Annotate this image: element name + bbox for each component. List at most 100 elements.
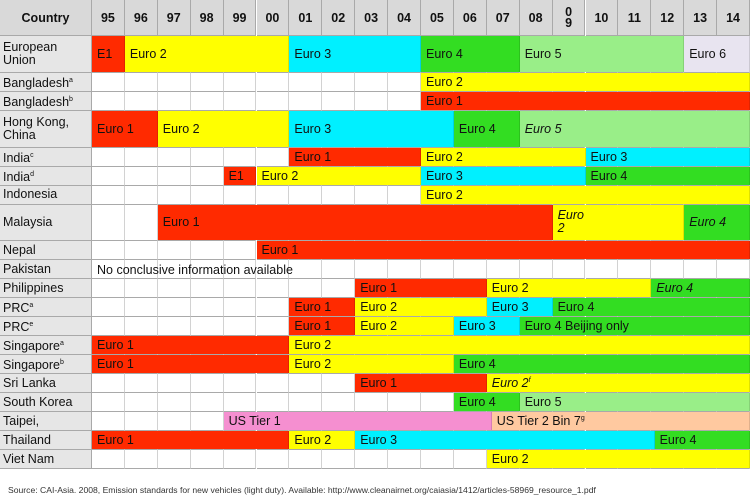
standard-bar: Euro 2	[289, 431, 356, 450]
grid-cell	[190, 412, 224, 432]
standard-bar: Euro 2	[289, 336, 750, 355]
grid-cell	[355, 393, 389, 413]
grid-cell	[190, 374, 224, 394]
grid-cell	[92, 147, 125, 167]
grid-cell	[157, 279, 191, 299]
standard-bar: Euro 2	[421, 185, 750, 204]
grid-cell	[388, 393, 421, 413]
header-year: 13	[684, 0, 718, 36]
country-label: Philippines	[0, 279, 92, 299]
grid-cell	[388, 72, 421, 92]
standard-bar: Euro 1	[421, 91, 750, 110]
standard-bar: Euro 2	[552, 204, 685, 241]
grid-cell	[256, 298, 290, 318]
grid-cell	[124, 317, 158, 337]
standard-bar: Euro 3	[355, 431, 655, 450]
country-label: Pakistan	[0, 260, 92, 280]
standard-bar: Euro 3	[453, 317, 520, 336]
grid-cell	[256, 317, 290, 337]
grid-cell	[157, 374, 191, 394]
country-label: Thailand	[0, 431, 92, 451]
grid-cell	[289, 72, 323, 92]
country-label: South Korea	[0, 393, 92, 413]
grid-cell	[289, 374, 323, 394]
grid-cell	[223, 91, 257, 111]
grid-cell	[223, 72, 257, 92]
standard-bar: US Tier 1	[223, 412, 492, 431]
standard-bar: Euro 4	[453, 393, 520, 412]
country-label: PRCa	[0, 298, 92, 318]
standard-bar: Euro 4	[684, 204, 750, 241]
standard-bar: Euro 3	[289, 36, 421, 72]
grid-cell	[190, 185, 224, 205]
grid-cell	[190, 72, 224, 92]
grid-cell	[223, 317, 257, 337]
grid-cell	[92, 185, 125, 205]
standard-bar: Euro 1	[355, 279, 487, 298]
grid-cell	[190, 260, 224, 280]
standard-bar: Euro 3	[421, 166, 586, 185]
standard-bar: Euro 2	[421, 147, 586, 166]
grid-cell	[289, 450, 323, 470]
header-year: 96	[124, 0, 158, 36]
grid-cell	[421, 450, 454, 470]
grid-cell	[157, 185, 191, 205]
standard-bar: Euro 1	[92, 110, 158, 147]
standard-bar: Euro 1	[157, 204, 553, 241]
standard-bar: Euro 4	[552, 298, 750, 317]
country-label: Bangladesha	[0, 72, 92, 92]
standard-bar: Euro 2	[486, 279, 652, 298]
grid-cell	[355, 185, 389, 205]
grid-cell	[157, 412, 191, 432]
grid-cell	[157, 147, 191, 167]
grid-cell	[256, 91, 290, 111]
grid-cell	[256, 260, 290, 280]
grid-cell	[157, 166, 191, 186]
grid-cell	[322, 393, 356, 413]
grid-cell	[223, 260, 257, 280]
source-note: Source: CAI-Asia. 2008, Emission standar…	[8, 485, 596, 495]
header-year: 97	[157, 0, 191, 36]
grid-cell	[190, 166, 224, 186]
standard-bar: Euro 1	[92, 355, 290, 374]
grid-cell	[92, 412, 125, 432]
grid-cell	[92, 298, 125, 318]
standard-bar: Euro 5	[519, 393, 750, 412]
grid-cell	[223, 279, 257, 299]
grid-cell	[355, 91, 389, 111]
grid-cell	[190, 450, 224, 470]
grid-cell	[223, 298, 257, 318]
grid-cell	[256, 393, 290, 413]
header-year: 02	[322, 0, 356, 36]
grid-cell	[157, 91, 191, 111]
grid-cell	[519, 260, 553, 280]
grid-cell	[124, 298, 158, 318]
grid-cell	[124, 185, 158, 205]
grid-cell	[322, 72, 356, 92]
grid-cell	[256, 374, 290, 394]
grid-cell	[223, 185, 257, 205]
grid-cell	[124, 450, 158, 470]
standard-bar: Euro 4	[453, 355, 750, 374]
grid-cell	[322, 185, 356, 205]
grid-cell	[190, 317, 224, 337]
standard-bar: Euro 1	[355, 374, 487, 393]
standard-bar: Euro 2	[256, 166, 421, 185]
grid-cell	[256, 147, 290, 167]
grid-cell	[92, 72, 125, 92]
standard-bar: E1	[223, 166, 257, 185]
grid-cell	[388, 260, 421, 280]
standard-bar: Euro 2	[289, 355, 454, 374]
grid-cell	[289, 393, 323, 413]
grid-cell	[124, 72, 158, 92]
standard-bar: Euro 4	[585, 166, 750, 185]
grid-cell	[92, 241, 125, 261]
grid-cell	[355, 450, 389, 470]
header-year: 10	[585, 0, 619, 36]
grid-cell	[256, 72, 290, 92]
grid-cell	[717, 260, 750, 280]
grid-cell	[421, 393, 454, 413]
grid-cell	[322, 374, 356, 394]
country-label: European Union	[0, 36, 92, 73]
